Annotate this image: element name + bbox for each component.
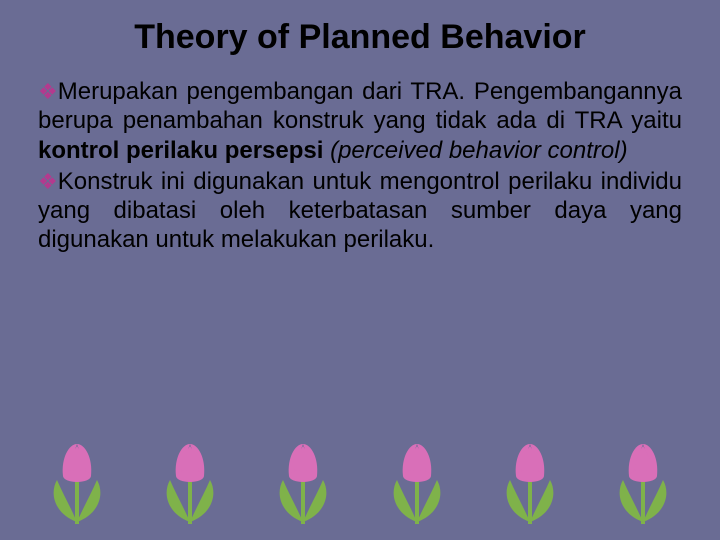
paragraph-1: ❖Merupakan pengembangan dari TRA. Pengem… [38,77,682,165]
slide-content: ❖Merupakan pengembangan dari TRA. Pengem… [0,77,720,255]
flower-icon [41,436,113,526]
flower-icon [154,436,226,526]
para2-lead: Konstruk ini digunakan untuk mengontrol … [38,168,682,254]
flower-icon [267,436,339,526]
paragraph-2: ❖Konstruk ini digunakan untuk mengontrol… [38,167,682,255]
slide-title: Theory of Planned Behavior [0,0,720,77]
flower-icon [494,436,566,526]
flower-row [0,436,720,526]
flower-icon [607,436,679,526]
para1-lead: Merupakan pengembangan dari TRA. Pengemb… [38,78,682,134]
flower-icon [381,436,453,526]
para1-bold: kontrol perilaku persepsi [38,137,330,164]
para1-italic: (perceived behavior control) [330,137,627,164]
bullet-icon: ❖ [38,169,58,196]
bullet-icon: ❖ [38,79,58,106]
